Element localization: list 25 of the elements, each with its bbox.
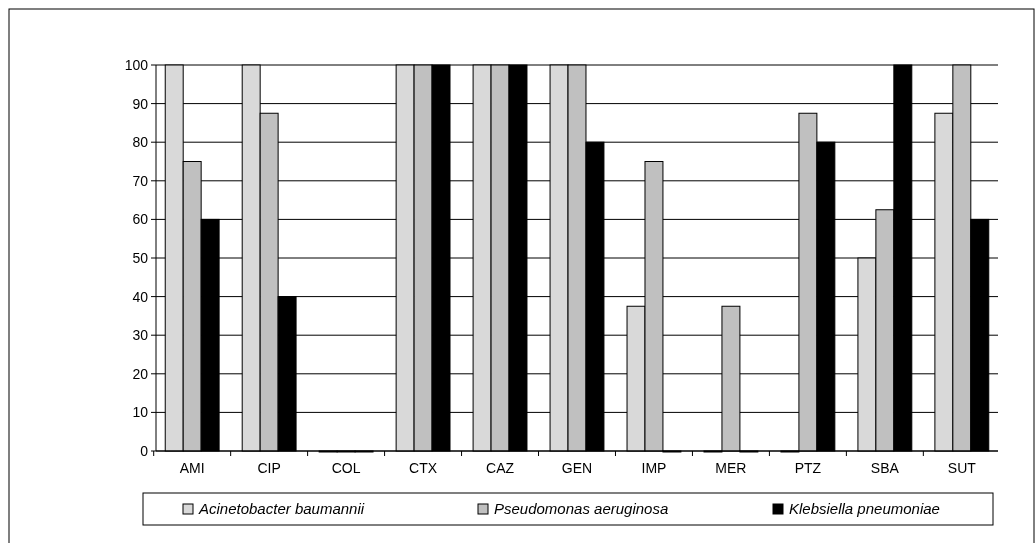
y-tick-label: 70 xyxy=(132,172,149,189)
legend-label: Acinetobacter baumannii xyxy=(198,500,365,517)
x-tick-label: COL xyxy=(331,460,361,476)
x-tick-label: MER xyxy=(715,460,747,476)
y-tick-label: 40 xyxy=(132,288,149,305)
legend-label: Pseudomonas aeruginosa xyxy=(494,500,669,517)
y-tick-label: 20 xyxy=(132,365,149,382)
x-tick-label: PTZ xyxy=(794,460,822,476)
y-tick-label: 80 xyxy=(132,134,149,151)
x-tick-label: SUT xyxy=(947,460,977,476)
y-tick-label: 10 xyxy=(132,404,149,421)
y-tick-label: 50 xyxy=(132,249,149,266)
y-tick-label: 100 xyxy=(124,56,149,73)
x-tick-label: AMI xyxy=(179,460,205,476)
x-tick-label: SBA xyxy=(870,460,900,476)
x-tick-label: CTX xyxy=(409,460,438,476)
x-tick-label: CAZ xyxy=(486,460,515,476)
y-tick-label: 30 xyxy=(132,327,149,344)
x-tick-label: IMP xyxy=(641,460,667,476)
x-tick-label: GEN xyxy=(561,460,593,476)
x-tick-label: CIP xyxy=(257,460,281,476)
y-tick-label: 60 xyxy=(132,211,149,228)
y-tick-label: 0 xyxy=(140,442,149,459)
y-tick-label: 90 xyxy=(132,95,149,112)
legend-label: Klebsiella pneumoniae xyxy=(789,500,940,517)
